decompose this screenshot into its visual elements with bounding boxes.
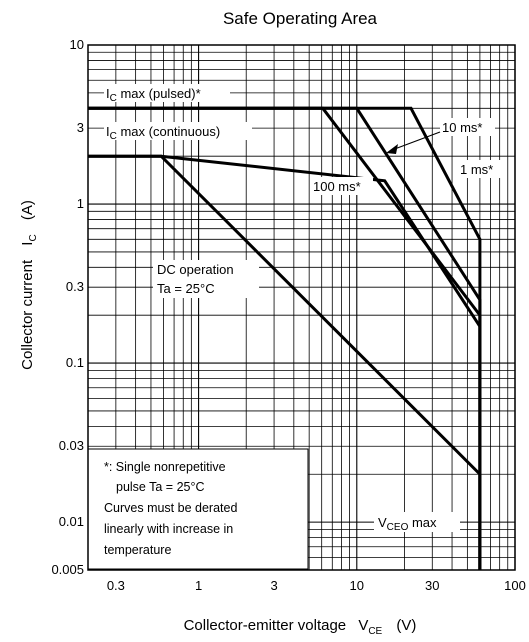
anno-vceo-text: max [408,515,437,530]
x-axis-label: Collector-emitter voltage VCE (V) [184,617,417,637]
x-tick-label: 1 [195,578,202,593]
anno-ic-pulsed-sym: I [106,86,110,101]
y-tick-label: 0.01 [59,514,84,529]
y-tick-label: 0.1 [66,355,84,370]
x-axis-label-unit: (V) [396,617,416,634]
y-tick-label: 0.03 [59,438,84,453]
anno-ic-cont-text: max (continuous) [117,124,220,139]
tick-labels: 0.3 1 3 10 30 100 10 3 1 0.3 0.1 0.03 0.01 0.005 [51,37,525,593]
x-tick-label: 10 [350,578,364,593]
plot-frame [87,44,516,571]
anno-ic-cont: IC max (continuous) [106,124,220,142]
anno-100ms-bg [311,177,373,195]
y-axis-label: Collector current IC (A) [19,200,39,370]
y-axis-label-main: Collector current [19,259,36,370]
anno-vceo-sub: CEO [387,522,409,533]
y-axis-label-sub: C [28,234,39,241]
y-axis-label-unit: (A) [19,200,36,220]
anno-ic-pulsed-sub: C [110,93,117,104]
anno-ic-cont-sym: I [106,124,110,139]
chart-title: Safe Operating Area [223,9,378,28]
anno-ic-pulsed: IC max (pulsed)* [106,86,201,104]
anno-vceo-sym: V [378,515,387,530]
anno-ic-pulsed-bg [104,84,230,102]
y-tick-label: 10 [70,37,84,52]
anno-100ms: 100 ms* [313,179,361,194]
x-tick-label: 100 [504,578,526,593]
series-group [88,106,482,570]
note-line-2: pulse Ta = 25°C [116,480,205,494]
anno-1ms-bg [458,160,504,178]
anno-dc-line2: Ta = 25°C [157,281,215,296]
anno-vceo: VCEO max [378,515,437,533]
anno-ic-cont-bg [104,122,252,140]
y-axis-label-sym: I [19,242,36,246]
x-tick-label: 3 [270,578,277,593]
anno-10ms-bg [440,118,495,136]
y-tick-label: 1 [77,196,84,211]
anno-vceo-bg [374,512,460,532]
anno-10ms: 10 ms* [442,120,482,135]
x-tick-label: 30 [425,578,439,593]
anno-dc-line1: DC operation [157,262,234,277]
y-tick-label: 0.005 [51,562,84,577]
anno-10ms-leader [391,131,441,151]
note-box [87,448,309,570]
series-line-5 [88,154,482,570]
anno-10ms-arrow [386,144,398,154]
x-axis-label-sym: V [358,617,368,634]
anno-dc-bg [153,260,259,298]
anno-ic-pulsed-text: max (pulsed)* [117,86,201,101]
anno-1ms: 1 ms* [460,162,493,177]
x-axis-label-sub: CE [368,626,382,637]
note-line-3: Curves must be derated [104,501,237,515]
y-tick-label: 0.3 [66,279,84,294]
note-line-1: *: Single nonrepetitive [104,460,226,474]
y-tick-label: 3 [77,120,84,135]
note-line-5: temperature [104,543,171,557]
x-tick-label: 0.3 [107,578,125,593]
x-axis-label-main: Collector-emitter voltage [184,617,347,634]
anno-ic-cont-sub: C [110,131,117,142]
note-line-4: linearly with increase in [104,522,233,536]
